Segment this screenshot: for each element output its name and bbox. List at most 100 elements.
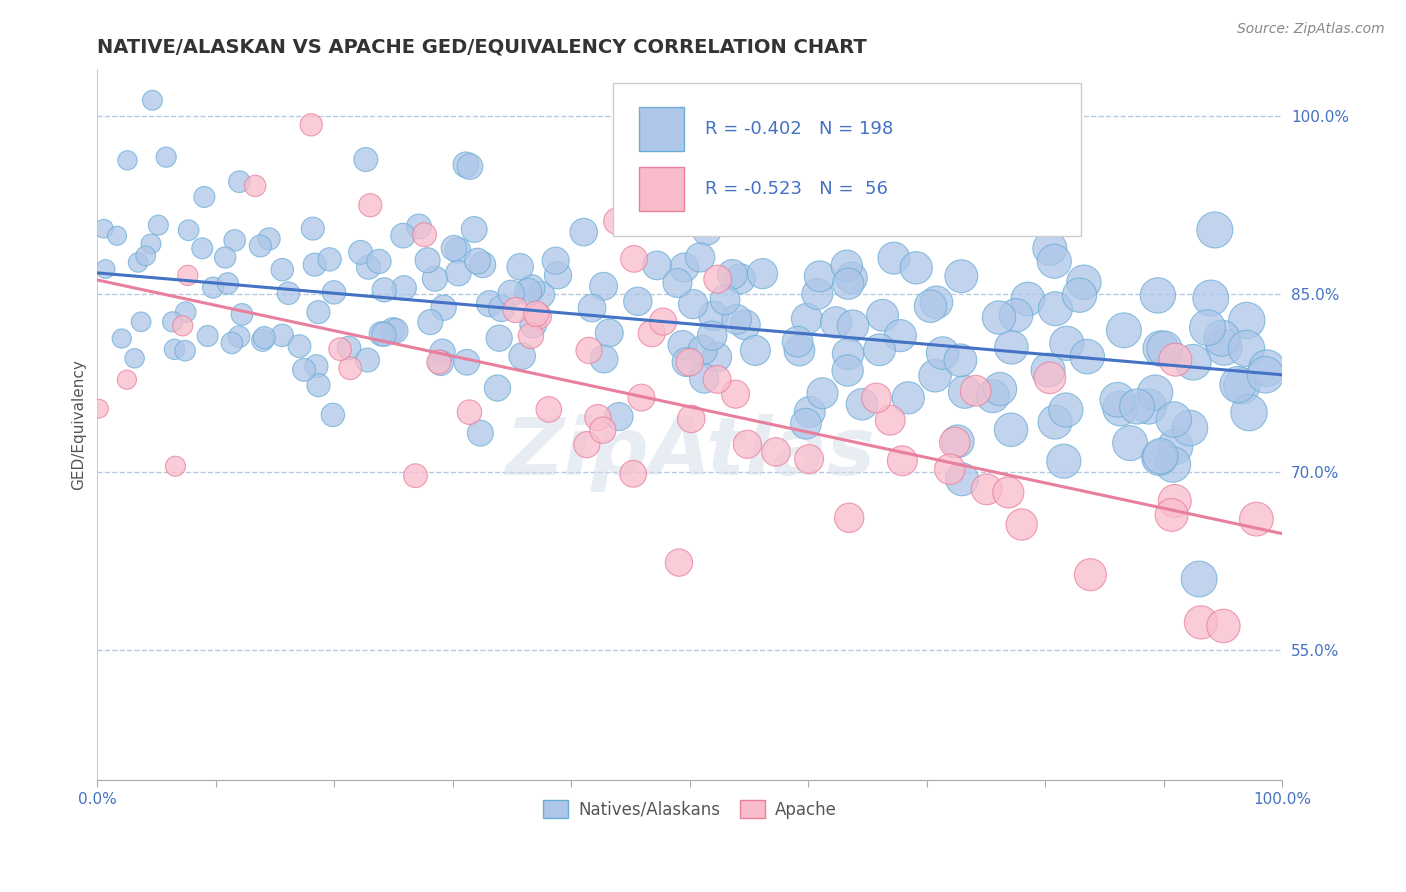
- Point: [592, 423, 614, 437]
- Point: [1045, 301, 1067, 316]
- Point: [905, 260, 928, 275]
- Point: [292, 363, 315, 377]
- Point: [488, 331, 510, 345]
- Point: [1000, 340, 1022, 354]
- Point: [949, 353, 972, 368]
- Point: [478, 296, 501, 310]
- Text: R = -0.402   N = 198: R = -0.402 N = 198: [706, 120, 894, 138]
- Point: [703, 309, 725, 323]
- Point: [1150, 342, 1173, 356]
- Point: [693, 371, 716, 385]
- Point: [786, 334, 808, 349]
- Point: [228, 330, 250, 344]
- Point: [127, 255, 149, 269]
- Point: [889, 328, 911, 343]
- Point: [586, 410, 609, 425]
- Point: [305, 359, 328, 374]
- Point: [1256, 361, 1278, 376]
- Point: [794, 417, 817, 431]
- Point: [725, 312, 748, 326]
- Point: [869, 343, 891, 357]
- Point: [405, 468, 427, 483]
- Point: [537, 402, 560, 417]
- Point: [825, 315, 848, 329]
- Point: [471, 258, 494, 272]
- Point: [1001, 194, 1024, 208]
- Point: [329, 342, 352, 356]
- Point: [105, 228, 128, 243]
- Point: [257, 232, 280, 246]
- Point: [191, 241, 214, 255]
- Point: [837, 363, 859, 377]
- Point: [1043, 254, 1066, 268]
- Point: [950, 472, 973, 486]
- Point: [925, 295, 948, 310]
- Point: [527, 310, 550, 324]
- Point: [1039, 371, 1062, 385]
- Point: [689, 251, 711, 265]
- Point: [163, 343, 186, 357]
- Point: [1080, 567, 1102, 582]
- Point: [592, 279, 614, 293]
- Point: [197, 329, 219, 343]
- Point: [578, 343, 600, 358]
- Point: [1036, 363, 1059, 377]
- Point: [1053, 454, 1076, 468]
- Point: [1164, 440, 1187, 454]
- Point: [87, 401, 110, 416]
- Point: [252, 334, 274, 348]
- Point: [950, 269, 973, 284]
- Point: [271, 262, 294, 277]
- Point: [879, 413, 901, 427]
- Point: [1236, 313, 1258, 327]
- Point: [458, 405, 481, 419]
- Point: [1000, 423, 1022, 437]
- Point: [682, 297, 704, 311]
- Point: [524, 307, 547, 321]
- Point: [581, 301, 603, 315]
- Point: [221, 335, 243, 350]
- Point: [714, 293, 737, 307]
- Point: [1211, 331, 1233, 345]
- Text: Source: ZipAtlas.com: Source: ZipAtlas.com: [1237, 22, 1385, 37]
- Point: [1149, 450, 1171, 465]
- Point: [891, 454, 914, 468]
- Point: [1212, 619, 1234, 633]
- Point: [349, 245, 371, 260]
- Point: [724, 387, 747, 401]
- Point: [1246, 512, 1268, 526]
- Point: [392, 228, 415, 243]
- Point: [1213, 340, 1236, 354]
- Point: [94, 262, 117, 277]
- Point: [668, 556, 690, 570]
- Point: [1237, 406, 1260, 420]
- Point: [1137, 400, 1160, 414]
- Point: [1054, 403, 1077, 417]
- Point: [505, 303, 527, 318]
- Point: [413, 227, 436, 242]
- Point: [172, 318, 194, 333]
- Point: [621, 467, 644, 481]
- Point: [501, 286, 523, 301]
- Point: [1109, 401, 1132, 416]
- Point: [155, 150, 177, 164]
- Point: [627, 294, 650, 309]
- Point: [575, 438, 598, 452]
- Point: [1039, 241, 1062, 255]
- Point: [1144, 385, 1167, 400]
- Point: [129, 315, 152, 329]
- Point: [976, 483, 998, 497]
- Point: [458, 160, 481, 174]
- Point: [470, 426, 492, 441]
- Point: [1119, 436, 1142, 450]
- Point: [808, 269, 831, 284]
- Point: [872, 308, 894, 322]
- Point: [789, 343, 811, 358]
- Point: [630, 391, 652, 405]
- Point: [217, 277, 239, 291]
- Point: [1236, 342, 1258, 356]
- Point: [162, 315, 184, 329]
- Point: [837, 277, 859, 291]
- Point: [177, 223, 200, 237]
- Point: [765, 445, 787, 459]
